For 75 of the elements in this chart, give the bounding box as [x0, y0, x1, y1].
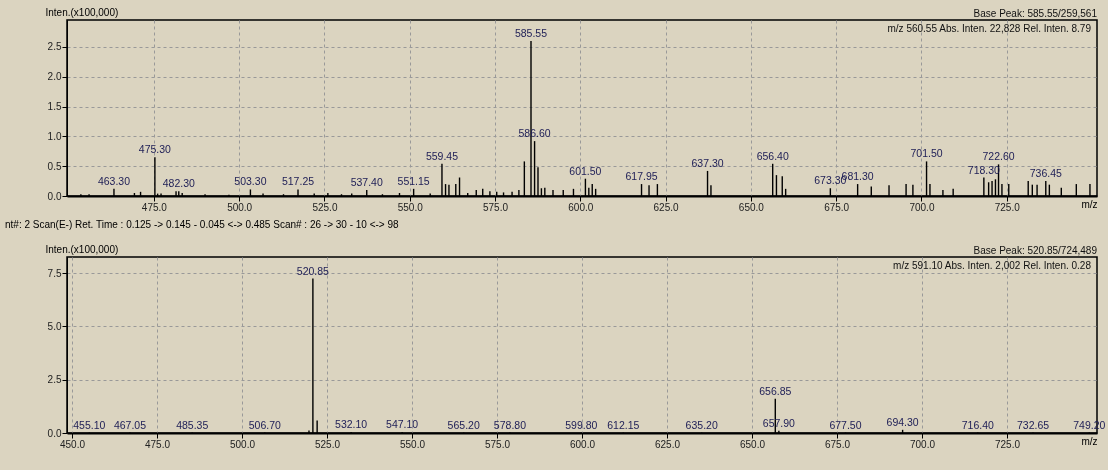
x-tick-label: 475.0: [144, 438, 171, 450]
text: Base Peak: 520.85/724,489: [973, 245, 1098, 256]
x-tick-label: 575.0: [482, 201, 509, 213]
x-tick-label: 650.0: [738, 201, 765, 213]
x-tick-label: 550.0: [399, 438, 426, 450]
annotation: 635.20: [685, 418, 718, 431]
y-axis-title: Inten.(x100,000): [45, 243, 119, 255]
y-tick-label: 0.0: [47, 190, 62, 202]
x-tick-label: 575.0: [484, 438, 511, 450]
annotation: 482.30: [162, 177, 195, 190]
annotation: 716.40: [961, 418, 994, 431]
annotation: 656.40: [756, 149, 789, 162]
annotation: 532.10: [335, 417, 368, 430]
x-tick-label: 725.0: [994, 438, 1021, 450]
y-tick-label: 2.0: [47, 71, 62, 83]
y-tick-label: 2.5: [47, 41, 62, 53]
x-tick-label: 700.0: [909, 201, 935, 213]
y-axis-title: Inten.(x100,000): [45, 6, 119, 18]
text: Base Peak: 585.55/259,561: [973, 8, 1098, 19]
y-tick-label: 7.5: [47, 267, 62, 279]
annotation: 578.80: [493, 418, 527, 431]
annotation: 736.45: [1029, 167, 1062, 180]
annotation: 565.20: [447, 418, 480, 431]
annotation: 722.60: [982, 150, 1015, 163]
annotation: 559.45: [425, 149, 459, 162]
x-axis-title: m/z: [1081, 198, 1098, 210]
annotation: 656.85: [759, 384, 792, 397]
y-tick-label: 2.5: [47, 374, 62, 386]
y-tick-label: 1.5: [47, 101, 62, 113]
annotation: 503.30: [234, 175, 267, 188]
y-tick-label: 5.0: [47, 320, 62, 332]
annotation: 551.15: [397, 174, 430, 187]
x-tick-label: 625.0: [654, 438, 681, 450]
annotation: 701.50: [910, 147, 943, 160]
x-tick-label: 725.0: [994, 201, 1021, 213]
annotation: 506.70: [248, 418, 281, 431]
annotation: 637.30: [691, 156, 724, 169]
annotation: 455.10: [73, 418, 106, 431]
x-tick-label: 525.0: [312, 201, 338, 213]
x-tick-label: 675.0: [824, 201, 850, 213]
annotation: 617.95: [625, 170, 658, 183]
annotation: 537.40: [350, 176, 383, 189]
y-tick-label: 1.0: [47, 130, 62, 142]
annotation: 467.05: [113, 418, 147, 431]
y-tick-label: 0.0: [47, 427, 62, 439]
chart-title: nt#: 2 Scan(E-) Ret. Time : 0.125 -> 0.145 - 0.045 <-> 0.485 Scan# : 26 -> 30 - 10 <-> 98: [5, 219, 400, 230]
annotation: 601.50: [569, 164, 602, 177]
annotation: 694.30: [886, 415, 919, 428]
annotation: m/z 591.10 Abs. Inten. 2,002 Rel. Inten. 0.28: [893, 260, 1092, 271]
x-tick-label: 600.0: [568, 201, 594, 213]
x-tick-label: 550.0: [397, 201, 424, 213]
x-tick-label: 500.0: [229, 438, 256, 450]
x-tick-label: 625.0: [653, 201, 680, 213]
x-tick-label: 675.0: [824, 438, 851, 450]
annotation: 520.85: [296, 264, 330, 277]
y-tick-label: 0.5: [47, 160, 62, 172]
annotation: 547.10: [386, 417, 419, 430]
annotation: 732.65: [1016, 418, 1050, 431]
x-tick-label: 600.0: [569, 438, 596, 450]
annotation: 517.25: [281, 175, 315, 188]
x-tick-label: 525.0: [314, 438, 341, 450]
annotation: 612.15: [607, 418, 640, 431]
x-tick-label: 475.0: [141, 201, 168, 213]
x-tick-label: 700.0: [909, 438, 936, 450]
annotation: 677.50: [829, 418, 862, 431]
annotation: 475.30: [138, 143, 172, 156]
x-tick-label: 450.0: [59, 438, 86, 450]
x-tick-label: 650.0: [739, 438, 766, 450]
x-axis-title: m/z: [1081, 435, 1098, 447]
annotation: 599.80: [565, 418, 598, 431]
annotation: m/z 560.55 Abs. Inten. 22,828 Rel. Inten. 8.79: [887, 23, 1092, 34]
annotation: 485.35: [176, 418, 209, 431]
annotation: 463.30: [97, 174, 131, 187]
annotation: 585.55: [514, 26, 548, 39]
x-tick-label: 500.0: [227, 201, 253, 213]
